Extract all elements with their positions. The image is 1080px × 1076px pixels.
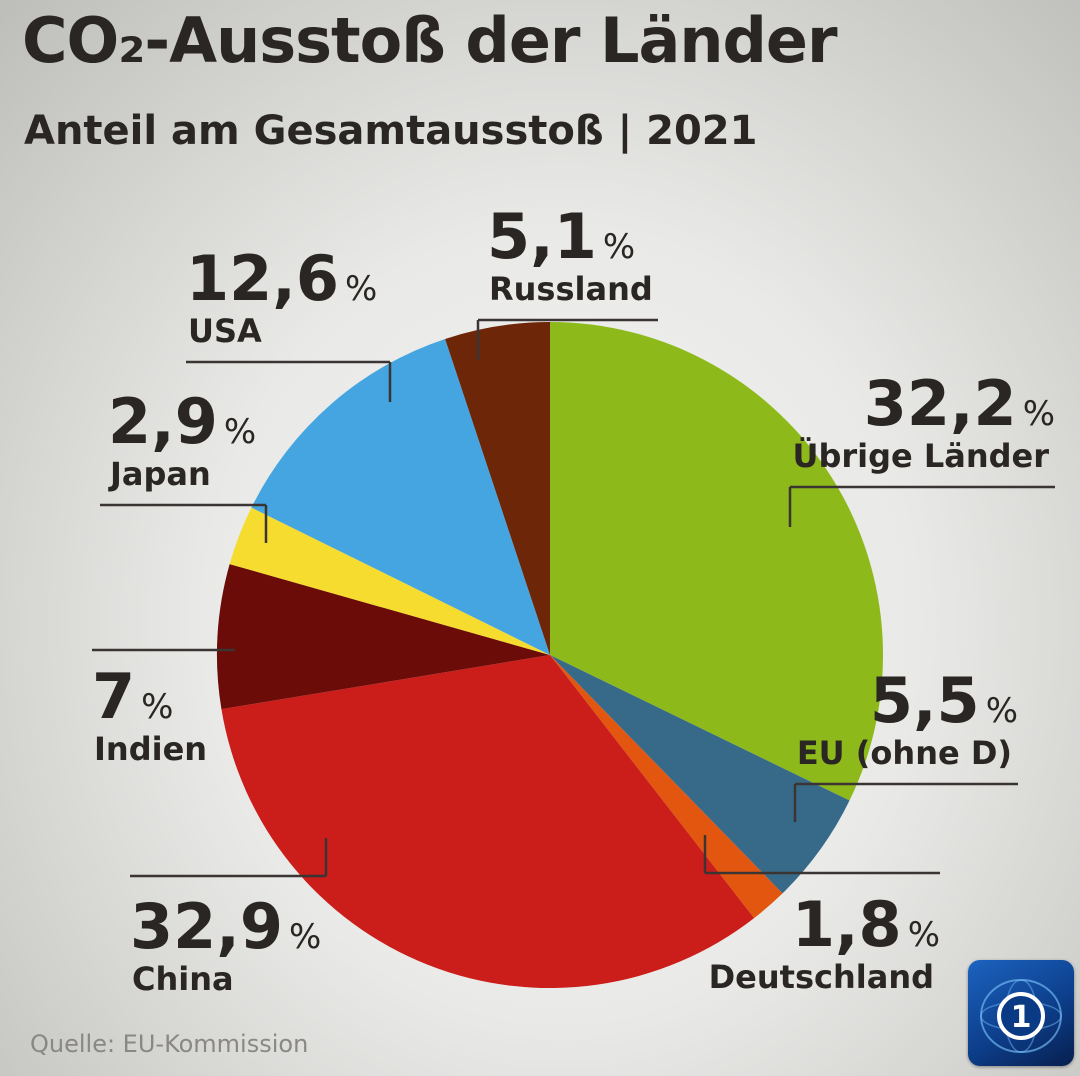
slice-labels: 32,2 %Übrige Länder 5,5 %EU (ohne D) 1,8 %Deu… xyxy=(92,200,1055,998)
slice-name-label: USA xyxy=(188,312,262,350)
pie-slice-japan xyxy=(229,507,551,655)
slice-name-label: China xyxy=(132,960,234,998)
slice-name-label: EU (ohne D) xyxy=(797,734,1012,772)
source-note: Quelle: EU-Kommission xyxy=(30,1030,309,1058)
pie-slices xyxy=(216,322,883,988)
pie-slice-indien xyxy=(216,564,550,710)
slice-value-label: 2,9% xyxy=(108,385,256,458)
slice-name-label: Japan xyxy=(108,455,211,493)
pie-slice-russland xyxy=(445,322,550,655)
leader-lines xyxy=(92,318,1055,878)
slice-name-label: Russland xyxy=(489,270,653,308)
chart-subtitle: Anteil am Gesamtausstoß | 2021 xyxy=(24,108,758,154)
slice-name-label: Indien xyxy=(94,730,207,768)
slice-value-label: 1,8% xyxy=(792,888,940,961)
pie-slice-deutschland xyxy=(550,655,783,919)
pie-slice-eu-ohne-d xyxy=(550,655,850,894)
slice-value-label: 7% xyxy=(92,660,173,733)
slice-value-label: 5,5% xyxy=(870,664,1018,737)
slice-name-label: Übrige Länder xyxy=(792,437,1049,475)
slice-value-label: 5,1% xyxy=(487,200,635,273)
slice-name-label: Deutschland xyxy=(709,958,934,996)
pie-slice-usa xyxy=(251,338,551,655)
slice-value-label: 32,2% xyxy=(864,367,1055,440)
chart-title: CO₂-Ausstoß der Länder xyxy=(22,4,838,77)
broadcaster-logo: 1 xyxy=(968,960,1074,1066)
pie-slice-china xyxy=(221,655,755,988)
pie-slice-übrige-länder xyxy=(550,322,883,801)
slice-value-label: 32,9% xyxy=(130,890,321,963)
logo-text: 1 xyxy=(1011,1000,1032,1035)
slice-value-label: 12,6% xyxy=(186,242,377,315)
